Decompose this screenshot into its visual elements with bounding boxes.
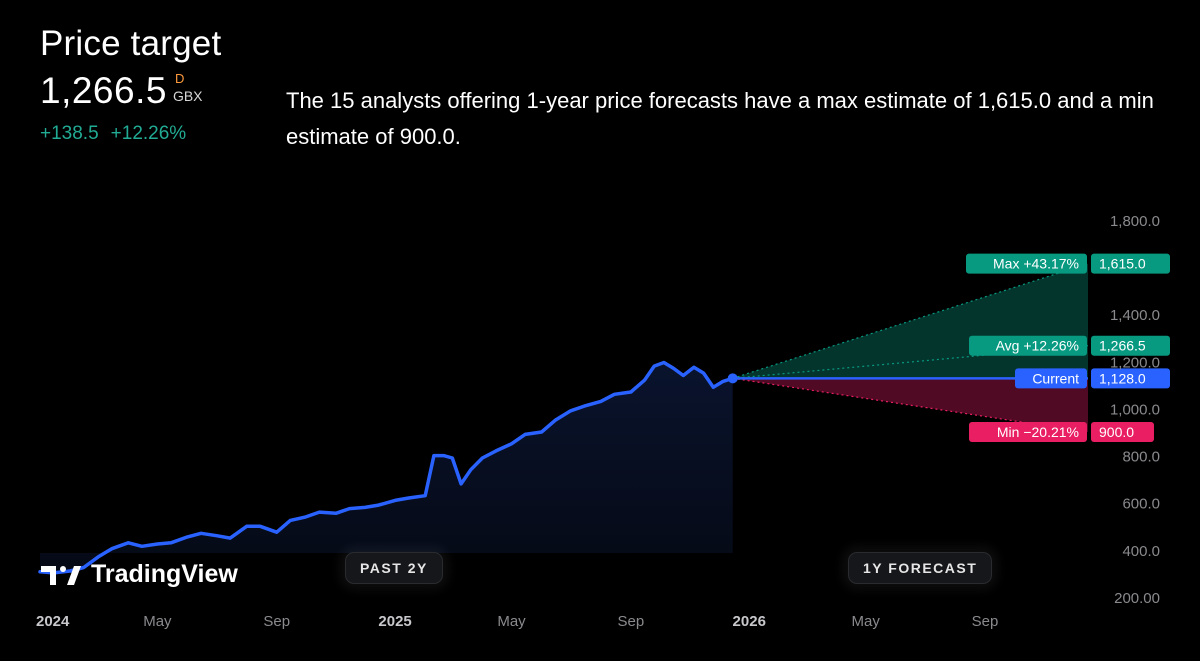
current-value-bg bbox=[1091, 368, 1170, 389]
tradingview-logo[interactable]: TradingView bbox=[41, 560, 238, 589]
past-2y-button[interactable]: PAST 2Y bbox=[345, 552, 443, 584]
x-tick-label: Sep bbox=[618, 613, 645, 630]
current-value: 1,128.0 bbox=[1099, 370, 1146, 386]
x-tick-label: May bbox=[497, 613, 526, 630]
change-row: +138.5 +12.26% bbox=[40, 123, 186, 145]
delay-flag: D bbox=[174, 71, 185, 86]
avg-label-bg bbox=[969, 335, 1087, 356]
brand-name: TradingView bbox=[91, 560, 238, 588]
y-tick-label: 1,400.0 bbox=[1110, 307, 1160, 324]
page-title: Price target bbox=[40, 24, 222, 63]
avg-value-bg bbox=[1091, 335, 1170, 356]
max-label-bg bbox=[966, 253, 1087, 274]
current-label: Current bbox=[1032, 370, 1079, 386]
min-value: 900.0 bbox=[1099, 424, 1134, 440]
avg-label: Avg +12.26% bbox=[996, 338, 1079, 354]
x-tick-label: 2025 bbox=[378, 613, 411, 630]
avg-value: 1,266.5 bbox=[1099, 338, 1146, 354]
price-unit: D GBX bbox=[173, 70, 203, 103]
min-label: Min −20.21% bbox=[997, 424, 1079, 440]
x-tick-label: Sep bbox=[263, 613, 290, 630]
max-forecast-line bbox=[732, 263, 1089, 379]
y-tick-label: 600.0 bbox=[1122, 496, 1160, 513]
y-tick-label: 800.0 bbox=[1122, 449, 1160, 466]
current-price: 1,266.5 bbox=[40, 70, 167, 111]
min-label-bg bbox=[969, 422, 1087, 443]
forecast-description: The 15 analysts offering 1-year price fo… bbox=[286, 88, 1154, 149]
price-area bbox=[40, 362, 733, 573]
min-forecast-area bbox=[732, 378, 1088, 433]
min-value-bg bbox=[1091, 422, 1154, 443]
y-tick-label: 1,800.0 bbox=[1110, 213, 1160, 230]
tradingview-logo-icon bbox=[41, 565, 81, 585]
1y-forecast-button[interactable]: 1Y FORECAST bbox=[848, 552, 993, 584]
x-tick-label: 2026 bbox=[733, 613, 766, 630]
x-tick-label: 2024 bbox=[36, 613, 70, 630]
currency-label: GBX bbox=[172, 88, 203, 104]
current-label-bg bbox=[1015, 368, 1087, 389]
y-tick-label: 1,000.0 bbox=[1110, 401, 1160, 418]
max-value: 1,615.0 bbox=[1099, 256, 1146, 272]
price-block: 1,266.5 D GBX bbox=[40, 70, 203, 112]
y-tick-label: 200.00 bbox=[1114, 590, 1160, 607]
change-absolute: +138.5 bbox=[40, 123, 99, 144]
y-tick-label: 1,200.0 bbox=[1110, 354, 1160, 371]
x-tick-label: Sep bbox=[972, 613, 999, 630]
price-line bbox=[38, 360, 735, 575]
x-tick-label: May bbox=[851, 613, 880, 630]
max-value-bg bbox=[1091, 253, 1170, 274]
y-tick-label: 400.0 bbox=[1122, 543, 1160, 560]
x-tick-label: May bbox=[143, 613, 172, 630]
change-percent: +12.26% bbox=[110, 123, 187, 144]
max-label: Max +43.17% bbox=[993, 256, 1079, 272]
